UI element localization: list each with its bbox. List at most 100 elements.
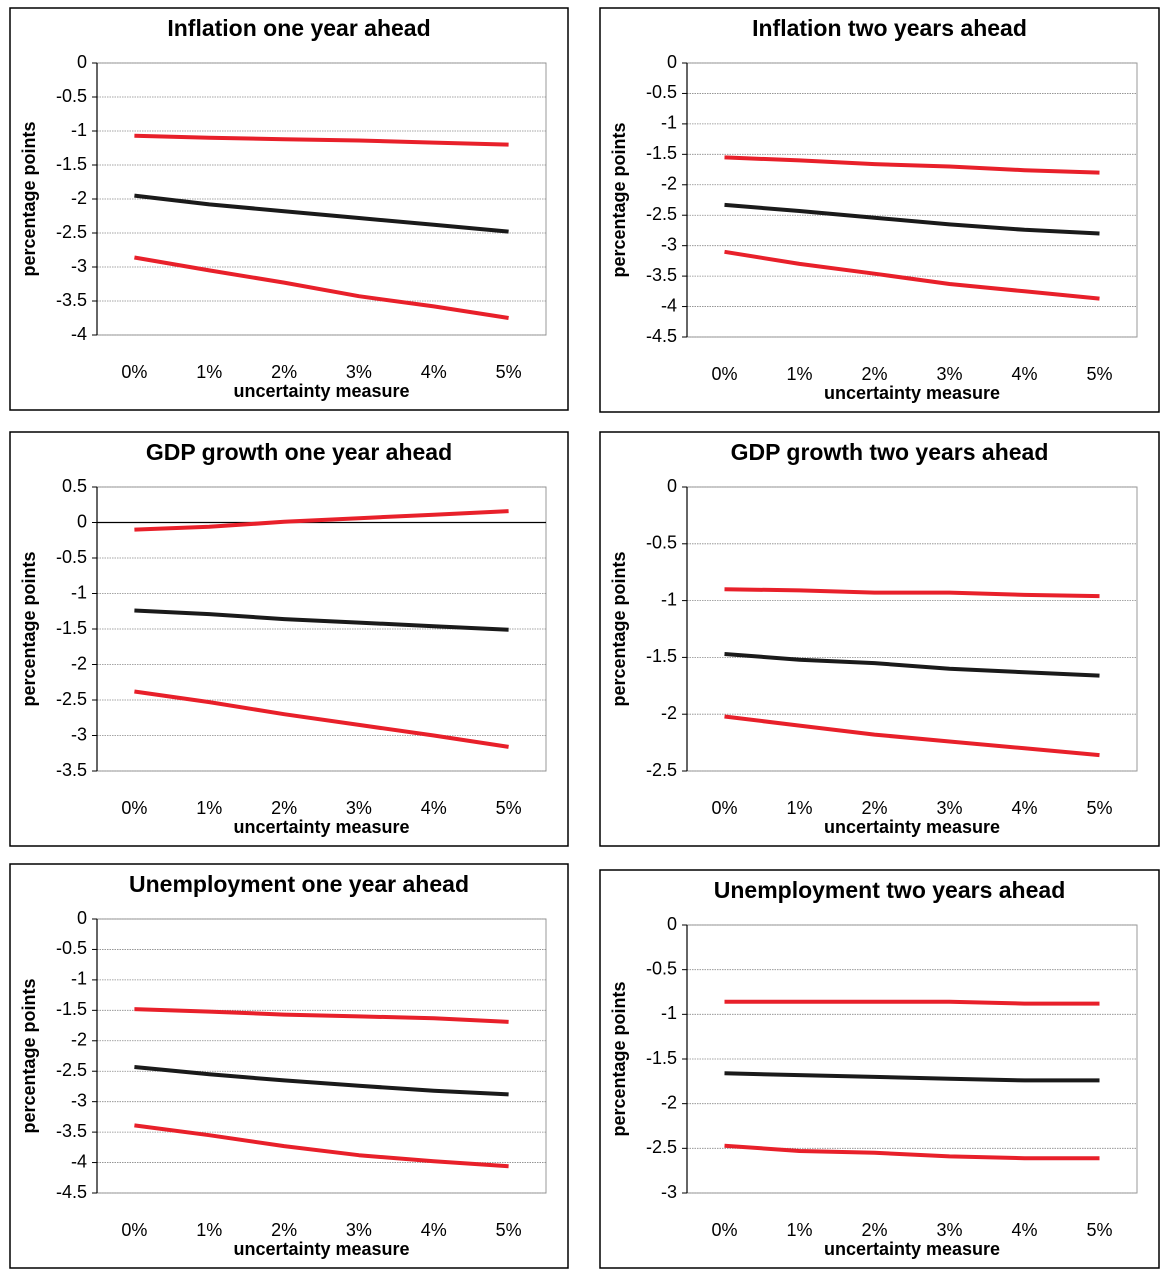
y-tick-label: -1 — [71, 582, 87, 602]
y-tick-label: -2.5 — [56, 689, 87, 709]
x-tick-label: 3% — [936, 798, 962, 818]
chart-title: Inflation one year ahead — [167, 15, 430, 41]
x-tick-label: 2% — [861, 1220, 887, 1240]
y-tick-label: -3.5 — [646, 265, 677, 285]
y-tick-label: -3 — [71, 256, 87, 276]
y-axis-title: percentage points — [609, 981, 629, 1136]
y-tick-label: -1 — [661, 113, 677, 133]
y-tick-label: -4 — [71, 1151, 87, 1171]
y-tick-label: 0.5 — [62, 476, 87, 496]
chart-title: GDP growth two years ahead — [731, 439, 1049, 465]
panel-frame — [599, 7, 1160, 413]
panel-frame — [9, 863, 569, 1269]
x-axis-title: uncertainty measure — [233, 1239, 409, 1259]
x-tick-label: 0% — [711, 1220, 737, 1240]
y-tick-label: -4 — [71, 324, 87, 344]
x-tick-label: 0% — [711, 798, 737, 818]
series-line — [724, 1143, 1100, 1161]
y-tick-label: -1 — [71, 969, 87, 989]
y-tick-label: -2 — [71, 1030, 87, 1050]
y-tick-label: -0.5 — [56, 547, 87, 567]
x-tick-label: 0% — [711, 364, 737, 384]
y-tick-label: -0.5 — [56, 938, 87, 958]
x-tick-label: 5% — [1086, 1220, 1112, 1240]
panel-frame — [9, 431, 569, 847]
x-tick-label: 5% — [496, 1220, 522, 1240]
series-line — [724, 999, 1100, 1006]
y-tick-label: -3 — [661, 1182, 677, 1202]
y-tick-label: -1.5 — [56, 618, 87, 638]
y-axis-title: percentage points — [609, 551, 629, 706]
y-tick-label: -4.5 — [646, 326, 677, 346]
panel-frame — [9, 7, 569, 411]
y-tick-label: -2 — [661, 174, 677, 194]
chart-title: Unemployment one year ahead — [129, 871, 469, 897]
series-line — [134, 193, 509, 234]
y-axis-title: percentage points — [19, 551, 39, 706]
x-tick-label: 2% — [271, 362, 297, 382]
series-line — [134, 133, 509, 147]
x-tick-label: 1% — [786, 798, 812, 818]
y-tick-label: -2 — [661, 703, 677, 723]
x-axis-title: uncertainty measure — [233, 381, 409, 401]
y-tick-label: -3.5 — [56, 760, 87, 780]
chart-title: Inflation two years ahead — [752, 15, 1027, 41]
x-tick-label: 4% — [1011, 364, 1037, 384]
series-line — [724, 249, 1100, 301]
series-line — [724, 1071, 1100, 1083]
series-line — [724, 202, 1100, 236]
x-tick-label: 1% — [196, 362, 222, 382]
x-tick-label: 5% — [1086, 364, 1112, 384]
panel-frame — [599, 431, 1160, 847]
x-tick-label: 2% — [271, 798, 297, 818]
series-line — [134, 255, 509, 320]
y-tick-label: -2.5 — [646, 760, 677, 780]
y-tick-label: -0.5 — [646, 82, 677, 102]
y-tick-label: 0 — [667, 476, 677, 496]
y-tick-label: -2.5 — [646, 204, 677, 224]
series-line — [134, 608, 509, 632]
x-tick-label: 2% — [271, 1220, 297, 1240]
x-tick-label: 1% — [196, 1220, 222, 1240]
y-tick-label: -1 — [661, 589, 677, 609]
x-tick-label: 4% — [1011, 798, 1037, 818]
y-tick-label: -1.5 — [646, 1048, 677, 1068]
x-tick-label: 0% — [121, 362, 147, 382]
x-tick-label: 2% — [861, 364, 887, 384]
series-line — [134, 1065, 509, 1097]
y-tick-label: -2.5 — [56, 1060, 87, 1080]
x-tick-label: 1% — [786, 1220, 812, 1240]
x-axis-title: uncertainty measure — [824, 383, 1000, 403]
y-axis-title: percentage points — [19, 978, 39, 1133]
y-tick-label: 0 — [77, 52, 87, 72]
y-tick-label: -1 — [71, 120, 87, 140]
plot-area — [686, 486, 1138, 772]
x-tick-label: 0% — [121, 798, 147, 818]
y-tick-label: -3 — [71, 1090, 87, 1110]
x-tick-label: 5% — [1086, 798, 1112, 818]
y-tick-label: -3 — [661, 234, 677, 254]
x-tick-label: 4% — [421, 798, 447, 818]
x-axis-title: uncertainty measure — [824, 817, 1000, 837]
y-tick-label: -4 — [661, 295, 677, 315]
series-line — [724, 652, 1100, 678]
y-tick-label: -3.5 — [56, 1121, 87, 1141]
x-tick-label: 1% — [196, 798, 222, 818]
y-tick-label: -3.5 — [56, 290, 87, 310]
series-line — [134, 1123, 509, 1169]
x-axis-title: uncertainty measure — [233, 817, 409, 837]
x-tick-label: 5% — [496, 798, 522, 818]
y-tick-label: -0.5 — [56, 86, 87, 106]
x-tick-label: 3% — [936, 364, 962, 384]
x-tick-label: 4% — [421, 1220, 447, 1240]
y-tick-label: -2 — [71, 653, 87, 673]
x-tick-label: 3% — [936, 1220, 962, 1240]
y-tick-label: -1.5 — [56, 999, 87, 1019]
x-tick-label: 0% — [121, 1220, 147, 1240]
series-line — [134, 509, 509, 532]
series-line — [134, 1007, 509, 1024]
y-tick-label: -2 — [661, 1092, 677, 1112]
x-tick-label: 5% — [496, 362, 522, 382]
y-tick-label: 0 — [667, 52, 677, 72]
